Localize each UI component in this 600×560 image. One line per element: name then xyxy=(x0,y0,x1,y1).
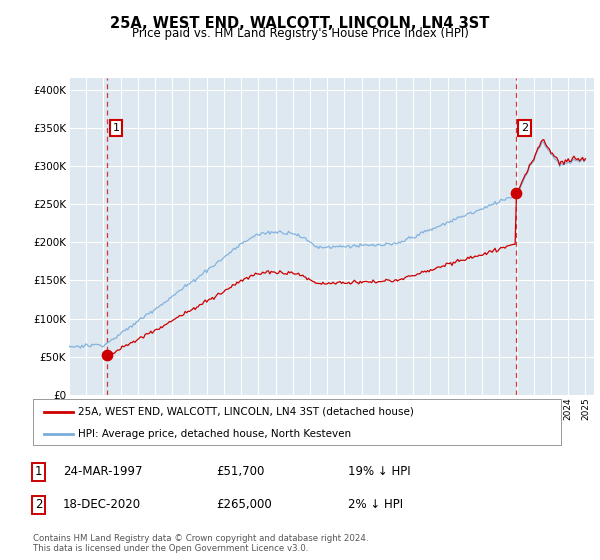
Text: 1: 1 xyxy=(35,465,42,478)
Point xyxy=(511,188,521,197)
Text: 2% ↓ HPI: 2% ↓ HPI xyxy=(348,498,403,511)
Text: 25A, WEST END, WALCOTT, LINCOLN, LN4 3ST (detached house): 25A, WEST END, WALCOTT, LINCOLN, LN4 3ST… xyxy=(78,407,414,417)
Point xyxy=(103,351,112,360)
Text: £51,700: £51,700 xyxy=(216,465,265,478)
Text: Price paid vs. HM Land Registry's House Price Index (HPI): Price paid vs. HM Land Registry's House … xyxy=(131,27,469,40)
Text: Contains HM Land Registry data © Crown copyright and database right 2024.
This d: Contains HM Land Registry data © Crown c… xyxy=(33,534,368,553)
Text: 2: 2 xyxy=(35,498,42,511)
Text: 1: 1 xyxy=(113,123,119,133)
Text: 25A, WEST END, WALCOTT, LINCOLN, LN4 3ST: 25A, WEST END, WALCOTT, LINCOLN, LN4 3ST xyxy=(110,16,490,31)
Text: 18-DEC-2020: 18-DEC-2020 xyxy=(63,498,141,511)
Text: £265,000: £265,000 xyxy=(216,498,272,511)
Text: 24-MAR-1997: 24-MAR-1997 xyxy=(63,465,143,478)
Text: 2: 2 xyxy=(521,123,529,133)
Text: HPI: Average price, detached house, North Kesteven: HPI: Average price, detached house, Nort… xyxy=(78,428,351,438)
Text: 19% ↓ HPI: 19% ↓ HPI xyxy=(348,465,410,478)
